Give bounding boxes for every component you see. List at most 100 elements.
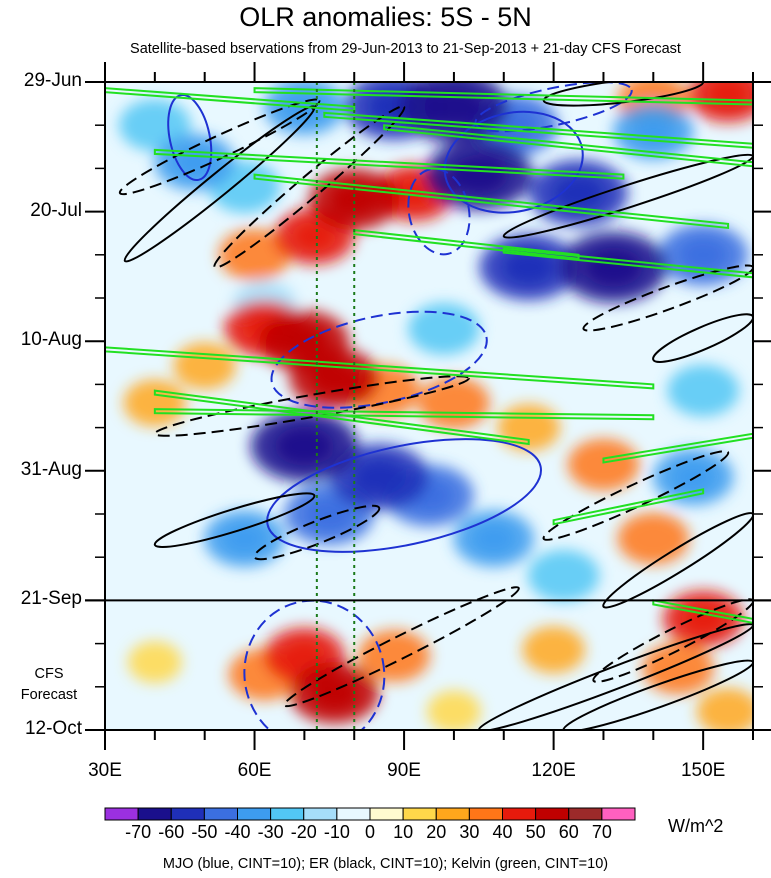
kelvin-contour [253,173,730,230]
anomaly-blob-core [304,497,354,531]
kelvin-contour [652,599,753,624]
er-contour [502,153,753,239]
colorbar-swatch [535,807,570,821]
mjo-contour [266,438,542,553]
anomaly-blob [218,228,291,281]
anomaly-blob-core [391,177,437,209]
colorbar-swatch [502,807,537,821]
anomaly-blob [497,404,561,452]
y-tick-label: 21-Sep [20,588,82,610]
er-contour [153,375,470,437]
colorbar-tick-label: 0 [364,822,375,842]
anomaly-blob [123,379,187,427]
colorbar-tick-label: -60 [158,822,185,842]
kelvin-contour [253,87,753,106]
colorbar-tick-label: -40 [224,822,251,842]
chart-title: OLR anomalies: 5S - 5N [239,2,532,32]
plot-frame [104,81,754,731]
er-contour [123,105,316,263]
colorbar-swatch [203,807,238,821]
anomaly-blob [118,99,191,152]
kelvin-contour [353,228,580,260]
colorbar-tick-label: -20 [290,822,317,842]
mjo-contour [167,94,213,182]
anomaly-blob [427,690,481,730]
kelvin-contour [383,124,753,168]
x-tick-label: 60E [237,760,272,781]
er-contour [542,450,730,541]
anomaly-blob [567,438,640,491]
y-tick-label: 29-Jun [23,70,82,91]
colorbar-swatch [601,807,636,821]
anomaly-blob-core [282,640,327,672]
colorbar-tick-label: 40 [492,822,513,842]
anomaly-blob [522,626,586,674]
y-tick-label: 20-Jul [30,199,82,221]
mjo-contour [243,599,386,730]
anomaly-blob-core [352,458,407,496]
anomaly-blob [173,342,237,390]
colorbar-swatch [303,807,338,821]
colorbar-swatch [170,807,205,821]
x-tick-label: 30E [88,760,122,781]
anomaly-blob [527,549,600,602]
anomaly-blob [667,364,740,417]
kelvin-contour [105,346,655,390]
anomaly-blur-group [118,82,753,730]
anomaly-blob [127,641,182,684]
anomaly-blob-core [449,154,509,195]
colorbar-tick-label: -30 [257,822,284,842]
kelvin-contour [153,408,655,421]
olr-anomaly-field [118,82,753,730]
colorbar-units: W/m^2 [668,816,724,836]
er-contour [213,105,406,269]
colorbar-swatch [468,807,503,821]
colorbar-swatch [137,807,172,821]
colorbar-swatch [336,807,371,821]
x-tick-label: 150E [680,760,726,781]
colorbar-swatch [237,807,272,821]
kelvin-contour [323,111,753,149]
colorbar-tick-label: 70 [591,822,612,842]
anomaly-blob-core [551,174,606,212]
anomaly-blob-core [501,248,556,286]
er-contour [283,586,520,708]
cfs-forecast-label: CFS Forecast [14,664,84,706]
colorbar-swatch [435,807,470,821]
kelvin-contour [502,247,753,279]
er-contour [253,504,381,561]
colorbar-tick-label: 60 [558,822,579,842]
anomaly-blob-core [678,237,728,272]
anomaly-blob-core [471,523,517,555]
mjo-contour [270,310,488,409]
colorbar-swatch [402,807,437,821]
colorbar-tick-label: 50 [525,822,546,842]
anomaly-blob-core [292,220,337,252]
colorbar-tick-label: 30 [459,822,480,842]
er-contour [652,313,753,363]
colorbar-swatch [568,807,603,821]
colorbar-tick-label: 20 [426,822,447,842]
kelvin-contour [602,432,753,464]
cfs-label-line1: CFS [34,666,64,682]
reference-longitude-lines [315,82,356,730]
kelvin-contour [153,148,625,180]
colorbar-swatch [104,807,139,821]
y-tick-label: 31-Aug [20,458,82,480]
kelvin-contour [153,389,530,446]
colorbar-tick-label: -50 [191,822,218,842]
er-contour [602,512,753,609]
axis-ticks [85,62,771,750]
colorbar-swatch [369,807,404,821]
anomaly-blob-core [222,523,267,555]
colorbar-swatch [270,807,305,821]
anomaly-blob-core [274,426,334,466]
x-tick-label: 90E [387,760,421,781]
x-tick-label: 120E [531,760,576,781]
colorbar-tick-label: -70 [125,822,152,842]
anomaly-blob [696,688,753,730]
anomaly-blob [642,642,715,695]
anomaly-blob-core [309,361,359,396]
